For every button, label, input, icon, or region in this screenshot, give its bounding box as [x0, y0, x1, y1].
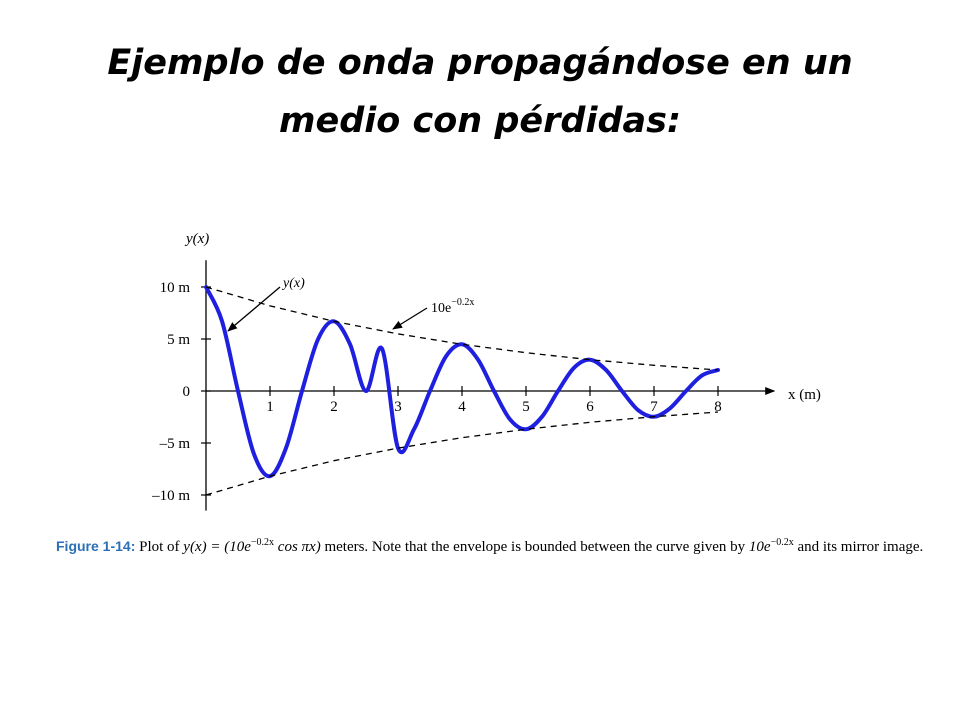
slide-title: Ejemplo de onda propagándose en un medio… [0, 34, 960, 150]
caption-text-c: and its mirror image. [793, 539, 924, 555]
x-axis-label: x (m) [788, 387, 821, 403]
envelope-annotation-arrow [392, 307, 428, 330]
x-tick-label: 5 [522, 399, 530, 415]
y-axis-label: y(x) [184, 231, 209, 247]
y-tick-label: 10 m [160, 280, 191, 296]
envelope-annotation-label: 10e−0.2x [431, 297, 474, 316]
x-tick-label: 6 [586, 399, 594, 415]
upper-envelope-line [205, 286, 719, 371]
x-tick-label: 2 [330, 399, 338, 415]
caption-equation-a: y(x) = (10e [183, 539, 251, 555]
figure-label: Figure 1-14: [56, 538, 136, 554]
x-tick-label: 3 [394, 399, 402, 415]
envelope-annotation-base: 10e [431, 301, 451, 316]
y-tick-label: 5 m [167, 332, 190, 348]
caption-equation-a-exponent: −0.2x [250, 537, 275, 548]
caption-text-a: Plot of [135, 539, 184, 555]
caption-equation-b-exponent: −0.2x [770, 537, 794, 548]
x-tick-label: 7 [650, 399, 658, 415]
figure-caption: Figure 1-14: Plot of y(x) = (10e−0.2x co… [56, 534, 946, 556]
wave-series-line [204, 285, 720, 479]
y-tick-label: –10 m [151, 488, 190, 504]
x-tick-label: 1 [266, 399, 274, 415]
slide-title-line-2: medio con pérdidas: [279, 101, 681, 141]
curve-annotation-label: y(x) [281, 276, 305, 291]
ticks: 1 2 3 4 5 6 7 8 10 m 5 m 0 –5 m –10 m [151, 280, 722, 504]
slide-title-line-1: Ejemplo de onda propagándose en un [107, 43, 853, 83]
y-tick-label: –5 m [159, 436, 191, 452]
envelope-annotation-exponent: −0.2x [451, 297, 474, 308]
series [204, 285, 720, 496]
x-tick-label: 4 [458, 399, 466, 415]
y-tick-label: 0 [183, 384, 191, 400]
lower-envelope-line [205, 411, 719, 496]
x-tick-label: 8 [714, 399, 722, 415]
caption-text-b: meters. Note that the envelope is bounde… [320, 539, 749, 555]
caption-equation-a-end: cos πx) [274, 539, 321, 555]
curve-annotation-arrow [227, 286, 281, 332]
annotations: y(x) x (m) y(x) 10e−0.2x [184, 231, 821, 403]
caption-equation-b: 10e [748, 539, 771, 555]
